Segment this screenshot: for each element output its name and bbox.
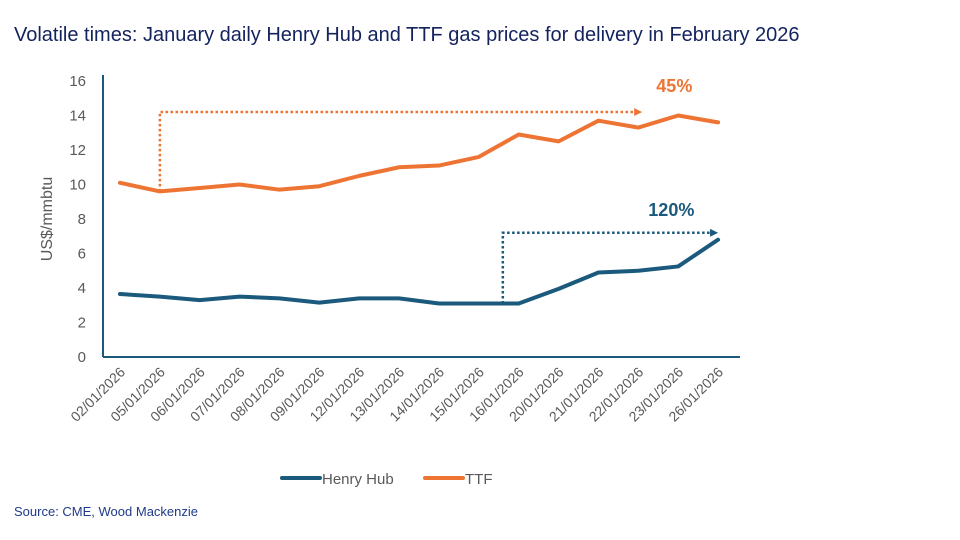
series-line-ttf bbox=[118, 113, 721, 194]
y-tick-label: 8 bbox=[78, 211, 86, 228]
henry-hub-change-arrow bbox=[501, 228, 719, 304]
y-tick-label: 14 bbox=[69, 108, 86, 125]
y-tick-label: 0 bbox=[78, 349, 86, 366]
y-tick-label: 2 bbox=[78, 315, 86, 332]
y-tick-label: 12 bbox=[69, 142, 86, 159]
series-line-henry-hub bbox=[118, 237, 721, 306]
y-tick-label: 10 bbox=[69, 177, 86, 194]
ttf-change-label: 45% bbox=[656, 76, 692, 96]
legend-label-ttf: TTF bbox=[465, 471, 493, 488]
y-axis-label: US$/mmbtu bbox=[39, 177, 56, 261]
henry-hub-change-label: 120% bbox=[648, 200, 694, 220]
y-tick-label: 16 bbox=[69, 73, 86, 90]
y-tick-label: 6 bbox=[78, 246, 86, 263]
ttf-change-arrow bbox=[158, 108, 643, 192]
chart-title: Volatile times: January daily Henry Hub … bbox=[14, 24, 800, 46]
source-note: Source: CME, Wood Mackenzie bbox=[14, 504, 198, 519]
y-tick-label: 4 bbox=[78, 280, 86, 297]
legend-label-henry-hub: Henry Hub bbox=[322, 471, 394, 488]
